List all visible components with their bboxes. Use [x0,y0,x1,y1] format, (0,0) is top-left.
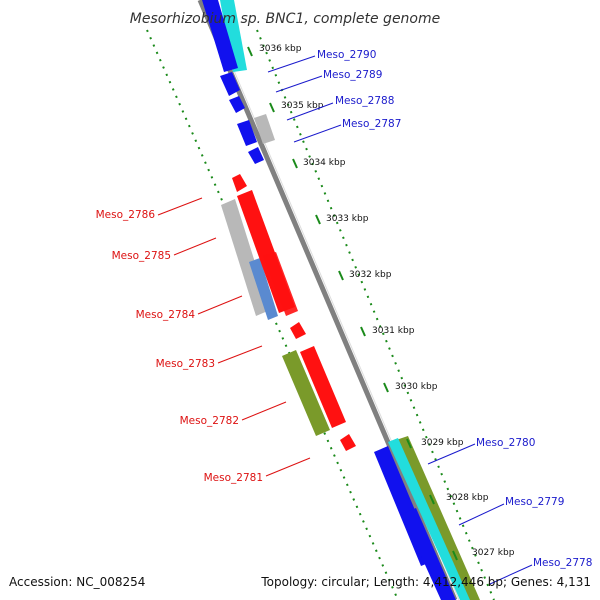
kbp-label: 3030 kbp [395,382,438,392]
forward-gene-label[interactable]: Meso_2780 [476,437,535,449]
reverse-gene-label[interactable]: Meso_2785 [112,250,171,262]
gene-block [249,258,278,320]
forward-gene-label[interactable]: Meso_2779 [505,496,564,508]
forward-gene-label[interactable]: Meso_2789 [323,69,382,81]
kbp-label: 3031 kbp [372,326,415,336]
kbp-label: 3035 kbp [281,101,324,111]
kbp-label: 3027 kbp [472,548,515,558]
reverse-gene-label[interactable]: Meso_2782 [180,415,239,427]
reverse-gene-label[interactable]: Meso_2784 [136,309,196,321]
gene-arrow [237,120,257,146]
gene-block [396,436,480,600]
gene-block [220,0,247,72]
reverse-genes [221,174,356,451]
kbp-label: 3036 kbp [259,44,302,54]
reverse-gene-labels: Meso_2786 Meso_2785 Meso_2784 Meso_2783 … [96,197,311,484]
kbp-label: 3028 kbp [446,493,489,503]
gene-arrow [290,322,306,339]
kbp-ticks [247,46,458,561]
forward-gene-label[interactable]: Meso_2787 [342,118,401,130]
gene-arrow [232,174,247,192]
gene-arrow [263,252,298,316]
kbp-labels: 3036 kbp 3035 kbp 3034 kbp 3033 kbp 3032… [259,44,515,558]
accession-text: Accession: NC_008254 [9,575,145,589]
gene-arrow [300,346,346,428]
forward-genes-top [202,0,275,164]
kbp-label: 3032 kbp [349,270,392,280]
forward-gene-label[interactable]: Meso_2790 [317,49,376,61]
kbp-label: 3033 kbp [326,214,369,224]
gene-arrow [340,434,356,451]
gene-block [282,350,330,436]
gene-arrow [229,96,245,113]
map-title: Mesorhizobium sp. BNC1, complete genome [130,11,441,27]
forward-genes-bottom [374,436,480,600]
gene-block [254,114,275,144]
gene-arrow [220,72,240,96]
reverse-gene-label[interactable]: Meso_2786 [96,209,156,221]
kbp-label: 3034 kbp [303,158,346,168]
gene-block [388,438,470,600]
gene-arrow [202,0,238,72]
kbp-label: 3029 kbp [421,438,464,448]
forward-gene-label[interactable]: Meso_2788 [335,95,394,107]
reverse-gene-label[interactable]: Meso_2783 [156,358,215,370]
gene-arrow [402,508,456,600]
forward-gene-labels: Meso_2790 Meso_2789 Meso_2788 Meso_2787 … [267,49,592,585]
genome-summary: Topology: circular; Length: 4,412,446 bp… [260,575,591,589]
gene-arrow [248,147,264,164]
reverse-gene-label[interactable]: Meso_2781 [204,472,263,484]
forward-gene-label[interactable]: Meso_2778 [533,557,592,569]
